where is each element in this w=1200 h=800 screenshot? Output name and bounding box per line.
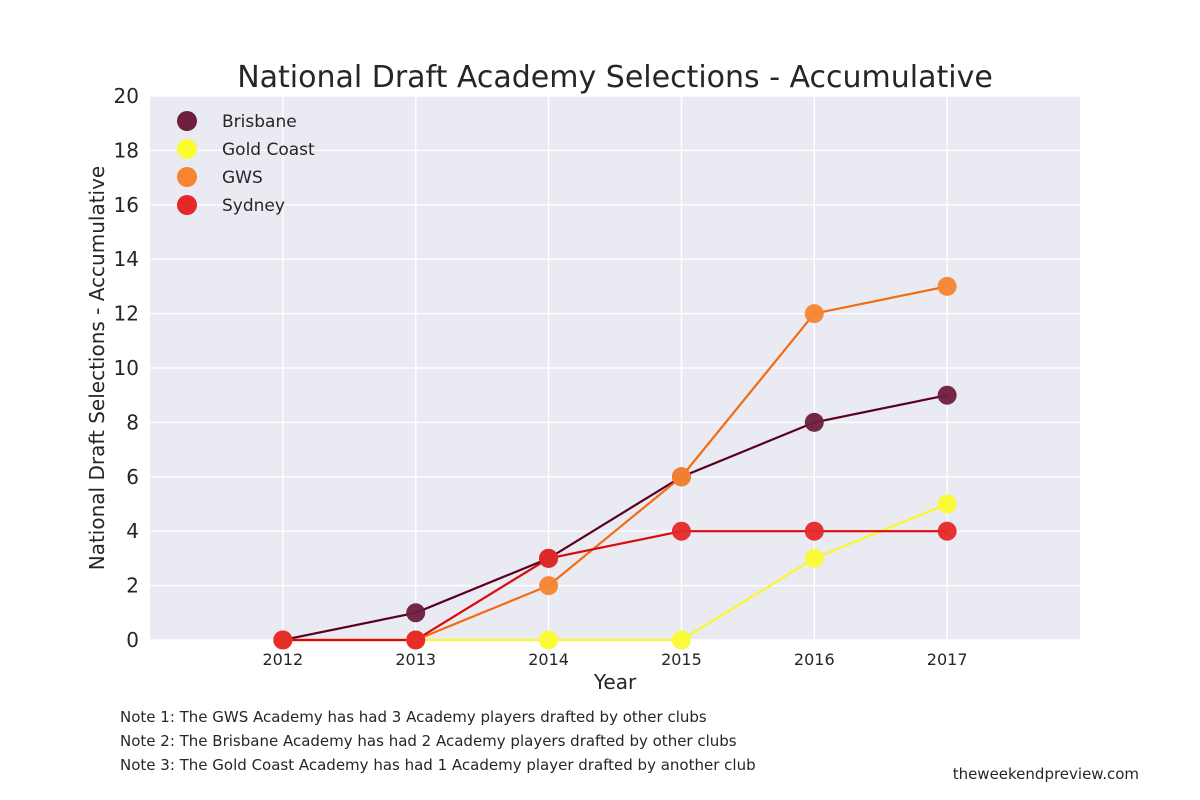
series-lines — [282, 285, 948, 642]
y-tick-label: 14 — [114, 247, 139, 271]
legend: Brisbane Gold Coast GWS Sydney — [177, 111, 315, 216]
x-axis-label: Year — [593, 670, 637, 694]
note-2: Note 2: The Brisbane Academy has had 2 A… — [120, 732, 737, 750]
x-tick-label: 2012 — [262, 650, 303, 669]
x-tick-label: 2013 — [395, 650, 436, 669]
legend-marker-brisbane — [177, 111, 197, 131]
legend-label-sydney: Sydney — [222, 196, 285, 216]
series-line-sydney — [282, 530, 948, 642]
data-point-gws — [539, 576, 559, 596]
note-1: Note 1: The GWS Academy has had 3 Academ… — [120, 708, 707, 726]
legend-marker-gws — [177, 167, 197, 187]
y-axis-label: National Draft Selections - Accumulative — [85, 166, 109, 571]
data-point-sydney — [671, 521, 691, 541]
series-points — [273, 276, 957, 650]
x-tick-label: 2017 — [927, 650, 968, 669]
series-line-brisbane — [282, 394, 948, 642]
x-tick-label: 2016 — [794, 650, 835, 669]
data-point-gold-coast — [937, 494, 957, 514]
data-point-sydney — [937, 521, 957, 541]
source-credit: theweekendpreview.com — [952, 765, 1139, 783]
y-tick-label: 16 — [114, 193, 139, 217]
x-tick-label: 2015 — [661, 650, 702, 669]
x-tick-labels: 2012 2013 2014 2015 2016 2017 — [262, 650, 967, 669]
y-tick-label: 20 — [114, 84, 139, 108]
data-point-gold-coast — [671, 630, 691, 650]
y-tick-label: 18 — [114, 138, 139, 162]
note-3: Note 3: The Gold Coast Academy has had 1… — [120, 756, 756, 774]
data-point-brisbane — [406, 603, 426, 623]
y-tick-label: 2 — [126, 574, 139, 598]
y-tick-labels: 0 2 4 6 8 10 12 14 16 18 20 — [114, 84, 139, 652]
legend-marker-sydney — [177, 195, 197, 215]
data-point-sydney — [406, 630, 426, 650]
y-tick-label: 8 — [126, 410, 139, 434]
y-tick-label: 4 — [126, 519, 139, 543]
data-point-sydney — [539, 548, 559, 568]
data-point-gws — [804, 304, 824, 324]
legend-label-brisbane: Brisbane — [222, 112, 297, 132]
y-tick-label: 12 — [114, 302, 139, 326]
legend-label-gold-coast: Gold Coast — [222, 140, 315, 160]
data-point-sydney — [804, 521, 824, 541]
data-point-sydney — [273, 630, 293, 650]
y-tick-label: 0 — [126, 628, 139, 652]
legend-label-gws: GWS — [222, 168, 263, 188]
data-point-gold-coast — [539, 630, 559, 650]
data-point-brisbane — [937, 385, 957, 405]
notes: Note 1: The GWS Academy has had 3 Academ… — [120, 705, 756, 777]
legend-marker-gold-coast — [177, 139, 197, 159]
data-point-gold-coast — [804, 548, 824, 568]
chart-title: National Draft Academy Selections - Accu… — [237, 60, 993, 95]
data-point-gws — [937, 276, 957, 296]
y-tick-label: 6 — [126, 465, 139, 489]
data-point-brisbane — [804, 412, 824, 432]
data-point-gws — [671, 467, 691, 487]
x-tick-label: 2014 — [528, 650, 569, 669]
y-tick-label: 10 — [114, 356, 139, 380]
